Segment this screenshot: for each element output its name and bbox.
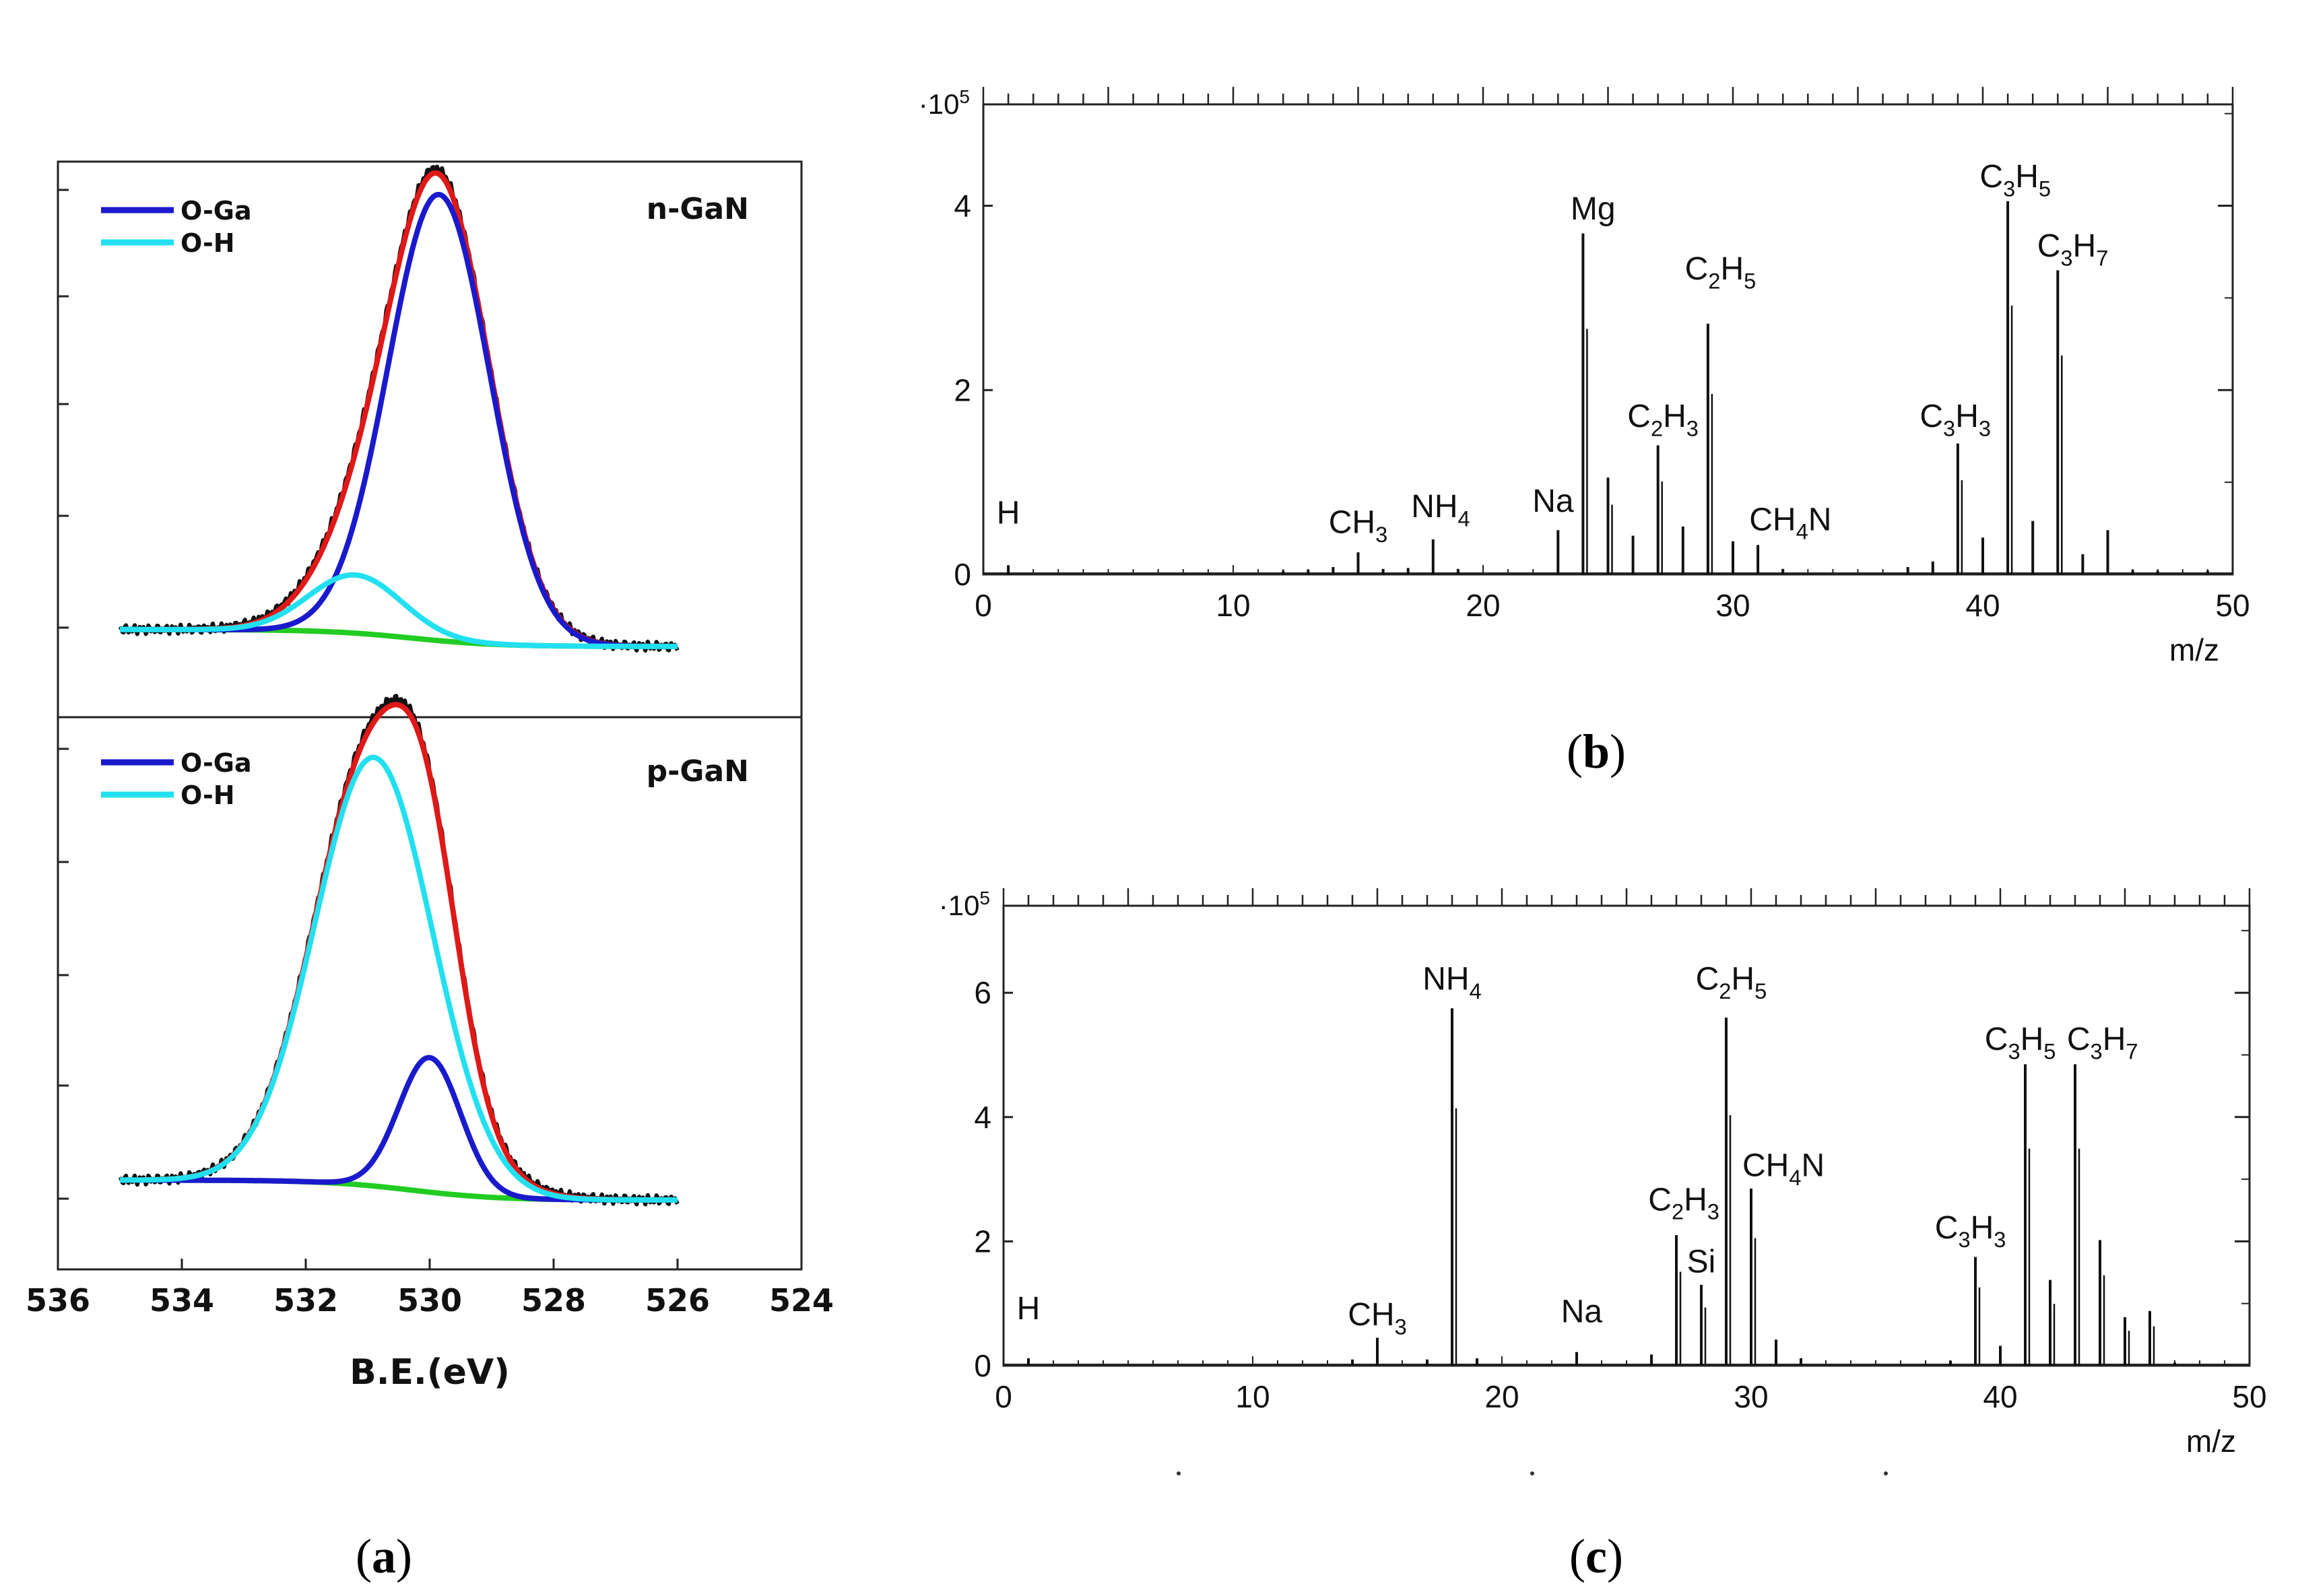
y-tick-label: 6	[974, 975, 991, 1010]
peak-label: CH4N	[1749, 502, 1831, 543]
peak-label: C2H5	[1685, 251, 1757, 293]
peak-label: C3H7	[2067, 1022, 2138, 1063]
peak-label: Na	[1532, 484, 1574, 519]
x-tick-label: 10	[1235, 1379, 1270, 1414]
y-tick-label: 2	[954, 372, 971, 407]
peak-label: C3H3	[1919, 399, 1991, 440]
xps-legend-label: O-H	[180, 228, 235, 258]
xps-curve-o-h	[118, 754, 680, 1203]
y-tick-label: 4	[954, 189, 971, 224]
xps-x-tick-label: 532	[273, 1282, 338, 1319]
xps-x-tick-label: 526	[645, 1282, 710, 1319]
y-tick-label: 0	[954, 557, 971, 592]
x-tick-label: 20	[1484, 1379, 1519, 1414]
x-tick-label: 30	[1734, 1379, 1768, 1414]
xps-legend-label: O-Ga	[180, 748, 252, 778]
xps-panel-title: p-GaN	[647, 754, 749, 789]
xps-panel-title: n-GaN	[647, 192, 749, 226]
stray-dot	[1530, 1471, 1534, 1475]
x-axis-label: m/z	[2169, 632, 2219, 667]
y-tick-label: 0	[974, 1348, 991, 1383]
xps-legend-label: O-Ga	[180, 196, 252, 226]
peak-label: Mg	[1571, 191, 1616, 227]
xps-x-tick-label: 528	[521, 1282, 586, 1319]
xps-x-axis-label: B.E.(eV)	[350, 1352, 510, 1393]
xps-x-tick-label: 536	[26, 1282, 90, 1319]
peak-label: CH3	[1329, 504, 1387, 546]
peak-label: C2H5	[1696, 962, 1767, 1003]
peak-label: NH4	[1422, 962, 1481, 1003]
peak-label: CH3	[1348, 1297, 1406, 1339]
peak-label: C3H3	[1935, 1210, 2006, 1252]
y-tick-label: 2	[974, 1224, 991, 1259]
peak-label: CH4N	[1742, 1148, 1825, 1189]
peak-label: C3H5	[1985, 1022, 2056, 1063]
x-tick-label: 0	[975, 588, 992, 623]
peak-label: NH4	[1411, 489, 1470, 531]
peak-label: H	[997, 496, 1020, 531]
caption-b: (b)	[1567, 725, 1626, 778]
x-tick-label: 0	[995, 1379, 1012, 1414]
xps-legend-label: O-H	[180, 780, 235, 810]
peak-label: C3H5	[1979, 159, 2051, 201]
stray-dot	[1884, 1471, 1888, 1475]
x-tick-label: 40	[1965, 588, 2000, 623]
x-tick-label: 20	[1466, 588, 1500, 623]
x-axis-label: m/z	[2186, 1424, 2236, 1459]
caption-a: (a)	[356, 1529, 412, 1583]
xps-x-tick-label: 530	[397, 1282, 462, 1319]
y-tick-label: 4	[974, 1100, 991, 1135]
peak-label: Si	[1687, 1244, 1716, 1280]
peak-label: C2H3	[1648, 1182, 1719, 1224]
xps-x-tick-label: 534	[150, 1282, 214, 1319]
xps-x-tick-label: 524	[769, 1282, 834, 1319]
peak-label: C3H7	[2037, 228, 2109, 270]
peak-label: H	[1017, 1291, 1041, 1327]
peak-label: Na	[1561, 1294, 1603, 1329]
x-tick-label: 10	[1216, 588, 1250, 623]
xps-panel: 536 534 532 530 528 526 524B.E.(eV)O-GaO-Hn-Ga…	[26, 160, 834, 1393]
x-tick-label: 30	[1715, 588, 1750, 623]
x-tick-label: 50	[2232, 1379, 2266, 1414]
caption-c: (c)	[1569, 1529, 1623, 1583]
x-tick-label: 40	[1983, 1379, 2017, 1414]
xps-curve-o-h	[118, 572, 680, 649]
peak-label: C2H3	[1627, 399, 1699, 440]
stray-dot	[1177, 1471, 1181, 1475]
x-tick-label: 50	[2215, 588, 2250, 623]
